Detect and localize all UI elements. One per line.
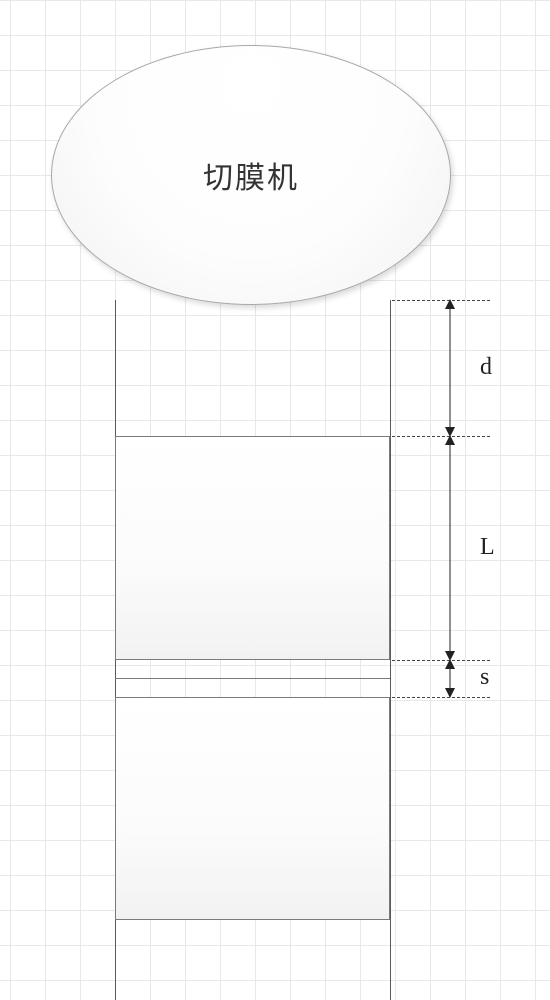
dimension-label-d: d — [480, 354, 492, 381]
dash-s-bottom — [392, 697, 490, 698]
film-cutter-label: 切膜机 — [203, 153, 299, 197]
section-L-block — [115, 436, 390, 660]
dash-d-top — [392, 300, 490, 301]
dash-L-bottom — [392, 660, 490, 661]
film-cutter-ellipse: 切膜机 — [51, 45, 451, 305]
gap-mid-line — [115, 678, 390, 679]
diagram-root: 切膜机 d L s — [0, 0, 550, 1000]
dimension-label-s: s — [480, 664, 489, 691]
section-L2-block — [115, 697, 390, 920]
dimension-label-L: L — [480, 534, 495, 561]
dash-d-bottom — [392, 436, 490, 437]
strip-right-edge — [390, 300, 391, 1000]
